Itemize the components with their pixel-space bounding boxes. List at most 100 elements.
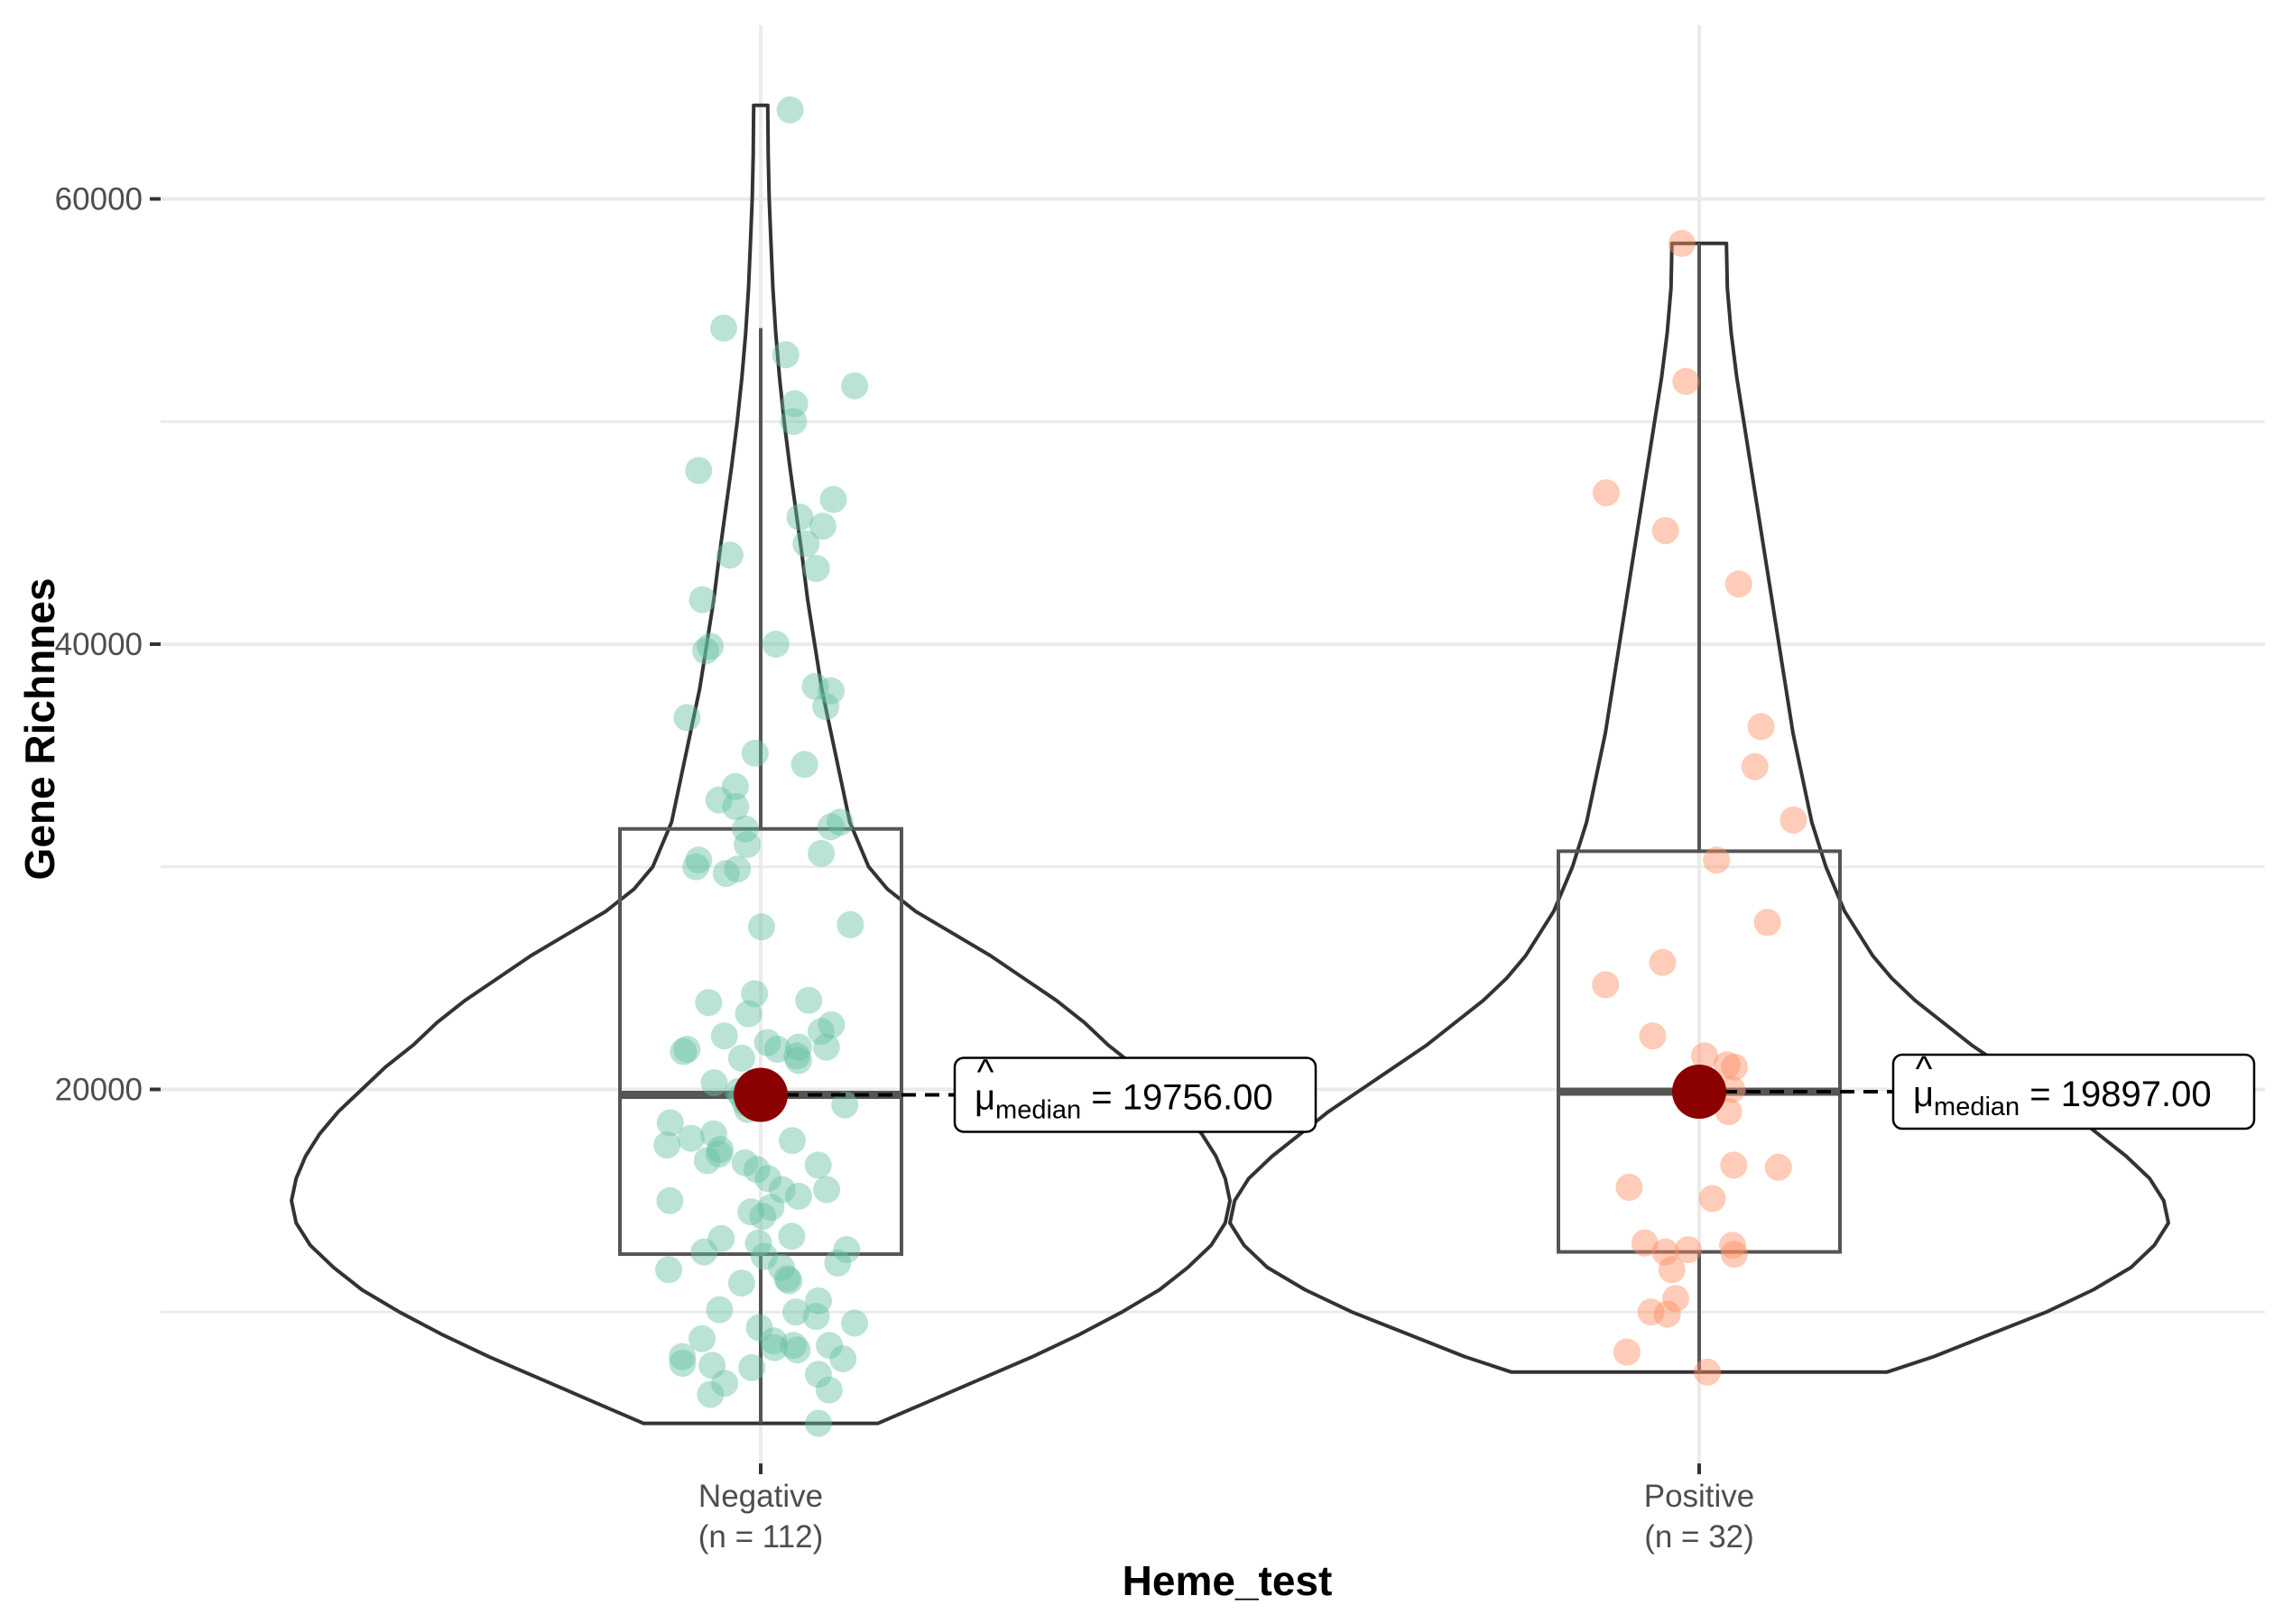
data-point — [711, 1370, 739, 1398]
data-point — [795, 986, 823, 1014]
data-point — [751, 1242, 778, 1270]
data-point — [656, 1109, 684, 1137]
data-point — [818, 1010, 846, 1038]
data-point — [1662, 1285, 1689, 1313]
data-point — [1592, 479, 1620, 507]
data-point — [775, 1267, 803, 1295]
data-point — [727, 1269, 755, 1297]
hat-symbol: ^ — [977, 1052, 994, 1092]
median-label-negative: ^μmedian = 19756.00 — [953, 1052, 1317, 1133]
data-point — [669, 1350, 697, 1377]
data-point — [745, 1314, 773, 1342]
data-point — [1613, 1338, 1641, 1366]
data-point — [1753, 909, 1781, 937]
x-axis: Negative (n = 112) Positive (n = 32) — [698, 1463, 1754, 1555]
data-point — [712, 860, 740, 888]
jitter-points — [653, 96, 1807, 1437]
data-point — [1672, 367, 1700, 395]
data-point — [670, 1038, 698, 1066]
data-point — [689, 1324, 716, 1352]
data-point — [805, 1287, 832, 1315]
data-point — [813, 1176, 841, 1204]
grid-lines — [161, 25, 2265, 1463]
label-box — [1891, 1053, 2256, 1130]
data-point — [805, 1409, 832, 1437]
data-point — [792, 530, 820, 558]
hat-symbol: ^ — [1916, 1049, 1933, 1089]
data-point — [837, 910, 864, 938]
data-point — [697, 632, 725, 660]
data-point — [762, 631, 790, 658]
data-point — [1631, 1229, 1659, 1257]
y-axis: 20000 40000 60000 — [55, 181, 161, 1107]
data-point — [734, 831, 761, 858]
data-point — [697, 1380, 725, 1408]
violin-layer — [290, 103, 2170, 1426]
data-point — [749, 1203, 777, 1231]
data-point — [1779, 806, 1807, 834]
data-point — [743, 1156, 771, 1184]
data-point — [1713, 1051, 1741, 1079]
data-point — [1720, 1151, 1748, 1179]
y-tick-label: 20000 — [55, 1072, 143, 1107]
data-point — [707, 1136, 735, 1164]
data-point — [722, 793, 750, 821]
data-point — [653, 1131, 681, 1159]
median-markers — [734, 1065, 1893, 1122]
data-point — [1720, 1241, 1748, 1269]
data-point — [826, 808, 854, 836]
data-point — [1658, 1256, 1686, 1284]
data-point — [731, 1149, 759, 1176]
data-point — [819, 485, 847, 513]
data-point — [808, 839, 836, 867]
data-point — [685, 846, 713, 874]
data-point — [1719, 1232, 1746, 1260]
iqr-box-positive — [1557, 849, 1842, 1254]
data-point — [1747, 713, 1775, 741]
data-point — [1724, 570, 1752, 598]
data-point — [802, 1303, 830, 1331]
data-point — [801, 672, 829, 700]
data-point — [783, 1336, 811, 1364]
data-point — [804, 1361, 832, 1389]
data-point — [768, 1176, 796, 1204]
data-point — [816, 1332, 844, 1360]
data-point — [753, 1029, 781, 1057]
data-point — [763, 1036, 791, 1063]
data-point — [768, 1253, 795, 1281]
data-point — [831, 1091, 859, 1119]
data-point — [724, 855, 752, 883]
data-point — [685, 457, 713, 484]
data-point — [1651, 517, 1679, 545]
data-point — [693, 1147, 721, 1175]
data-point — [760, 1327, 788, 1355]
data-point — [780, 1332, 808, 1360]
iqr-box-negative — [618, 826, 903, 1257]
data-point — [815, 1376, 843, 1404]
data-point — [1637, 1298, 1665, 1326]
data-point — [656, 1186, 684, 1214]
data-point — [721, 772, 749, 800]
data-point — [727, 1044, 755, 1072]
x-tick-label: Negative — [698, 1479, 823, 1514]
data-point — [784, 1047, 812, 1075]
data-point — [705, 1140, 733, 1167]
data-point — [1721, 1053, 1748, 1081]
data-point — [1668, 229, 1696, 257]
data-point — [1651, 1238, 1679, 1266]
data-point — [707, 1224, 735, 1252]
y-axis-title: Gene Richnnes — [16, 578, 63, 881]
y-tick-label: 60000 — [55, 181, 143, 217]
data-point — [761, 1333, 789, 1361]
data-point — [1694, 1358, 1722, 1386]
data-point — [673, 704, 701, 732]
data-point — [812, 1033, 840, 1061]
data-point — [710, 1022, 738, 1050]
y-tick-label: 40000 — [55, 627, 143, 662]
data-point — [776, 96, 804, 124]
median-dot — [1672, 1065, 1726, 1120]
data-point — [737, 1198, 765, 1226]
data-point — [1703, 846, 1731, 874]
x-tick-count-label: (n = 32) — [1644, 1519, 1754, 1555]
